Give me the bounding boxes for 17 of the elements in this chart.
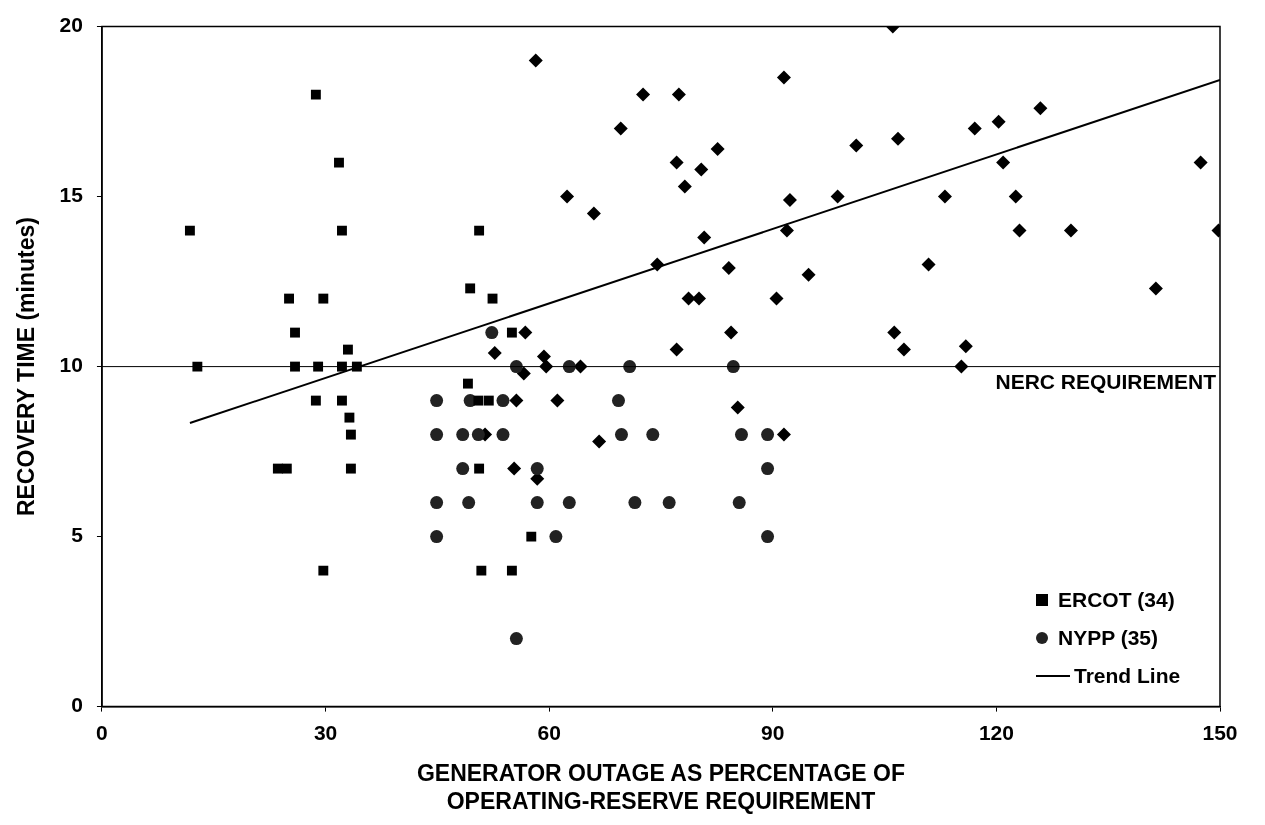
y-tick-label: 15	[59, 183, 84, 207]
x-axis-title: GENERATOR OUTAGE AS PERCENTAGE OF OPERATING-RESERVE REQUIREMENT	[416, 759, 906, 814]
x-tick-label: 150	[1202, 721, 1238, 744]
x-tick-label: 120	[978, 721, 1014, 744]
y-axis-title: RECOVERY TIME (minutes)	[13, 217, 40, 517]
legend-label: NYPP (35)	[1058, 625, 1158, 650]
y-tick-label: 10	[59, 353, 83, 377]
ref-line-label: NERC REQUIREMENT	[995, 369, 1217, 393]
x-tick-label: 60	[537, 721, 561, 744]
y-tick-label: 20	[59, 13, 83, 37]
x-tick-label: 30	[313, 721, 338, 744]
x-tick-label: 0	[96, 721, 108, 744]
legend-label: ERCOT (34)	[1058, 587, 1175, 612]
y-tick-label: 5	[71, 523, 84, 547]
x-tick-label: 90	[761, 721, 785, 744]
y-tick-label: 0	[71, 693, 83, 717]
legend-label: Trend Line	[1074, 663, 1181, 688]
